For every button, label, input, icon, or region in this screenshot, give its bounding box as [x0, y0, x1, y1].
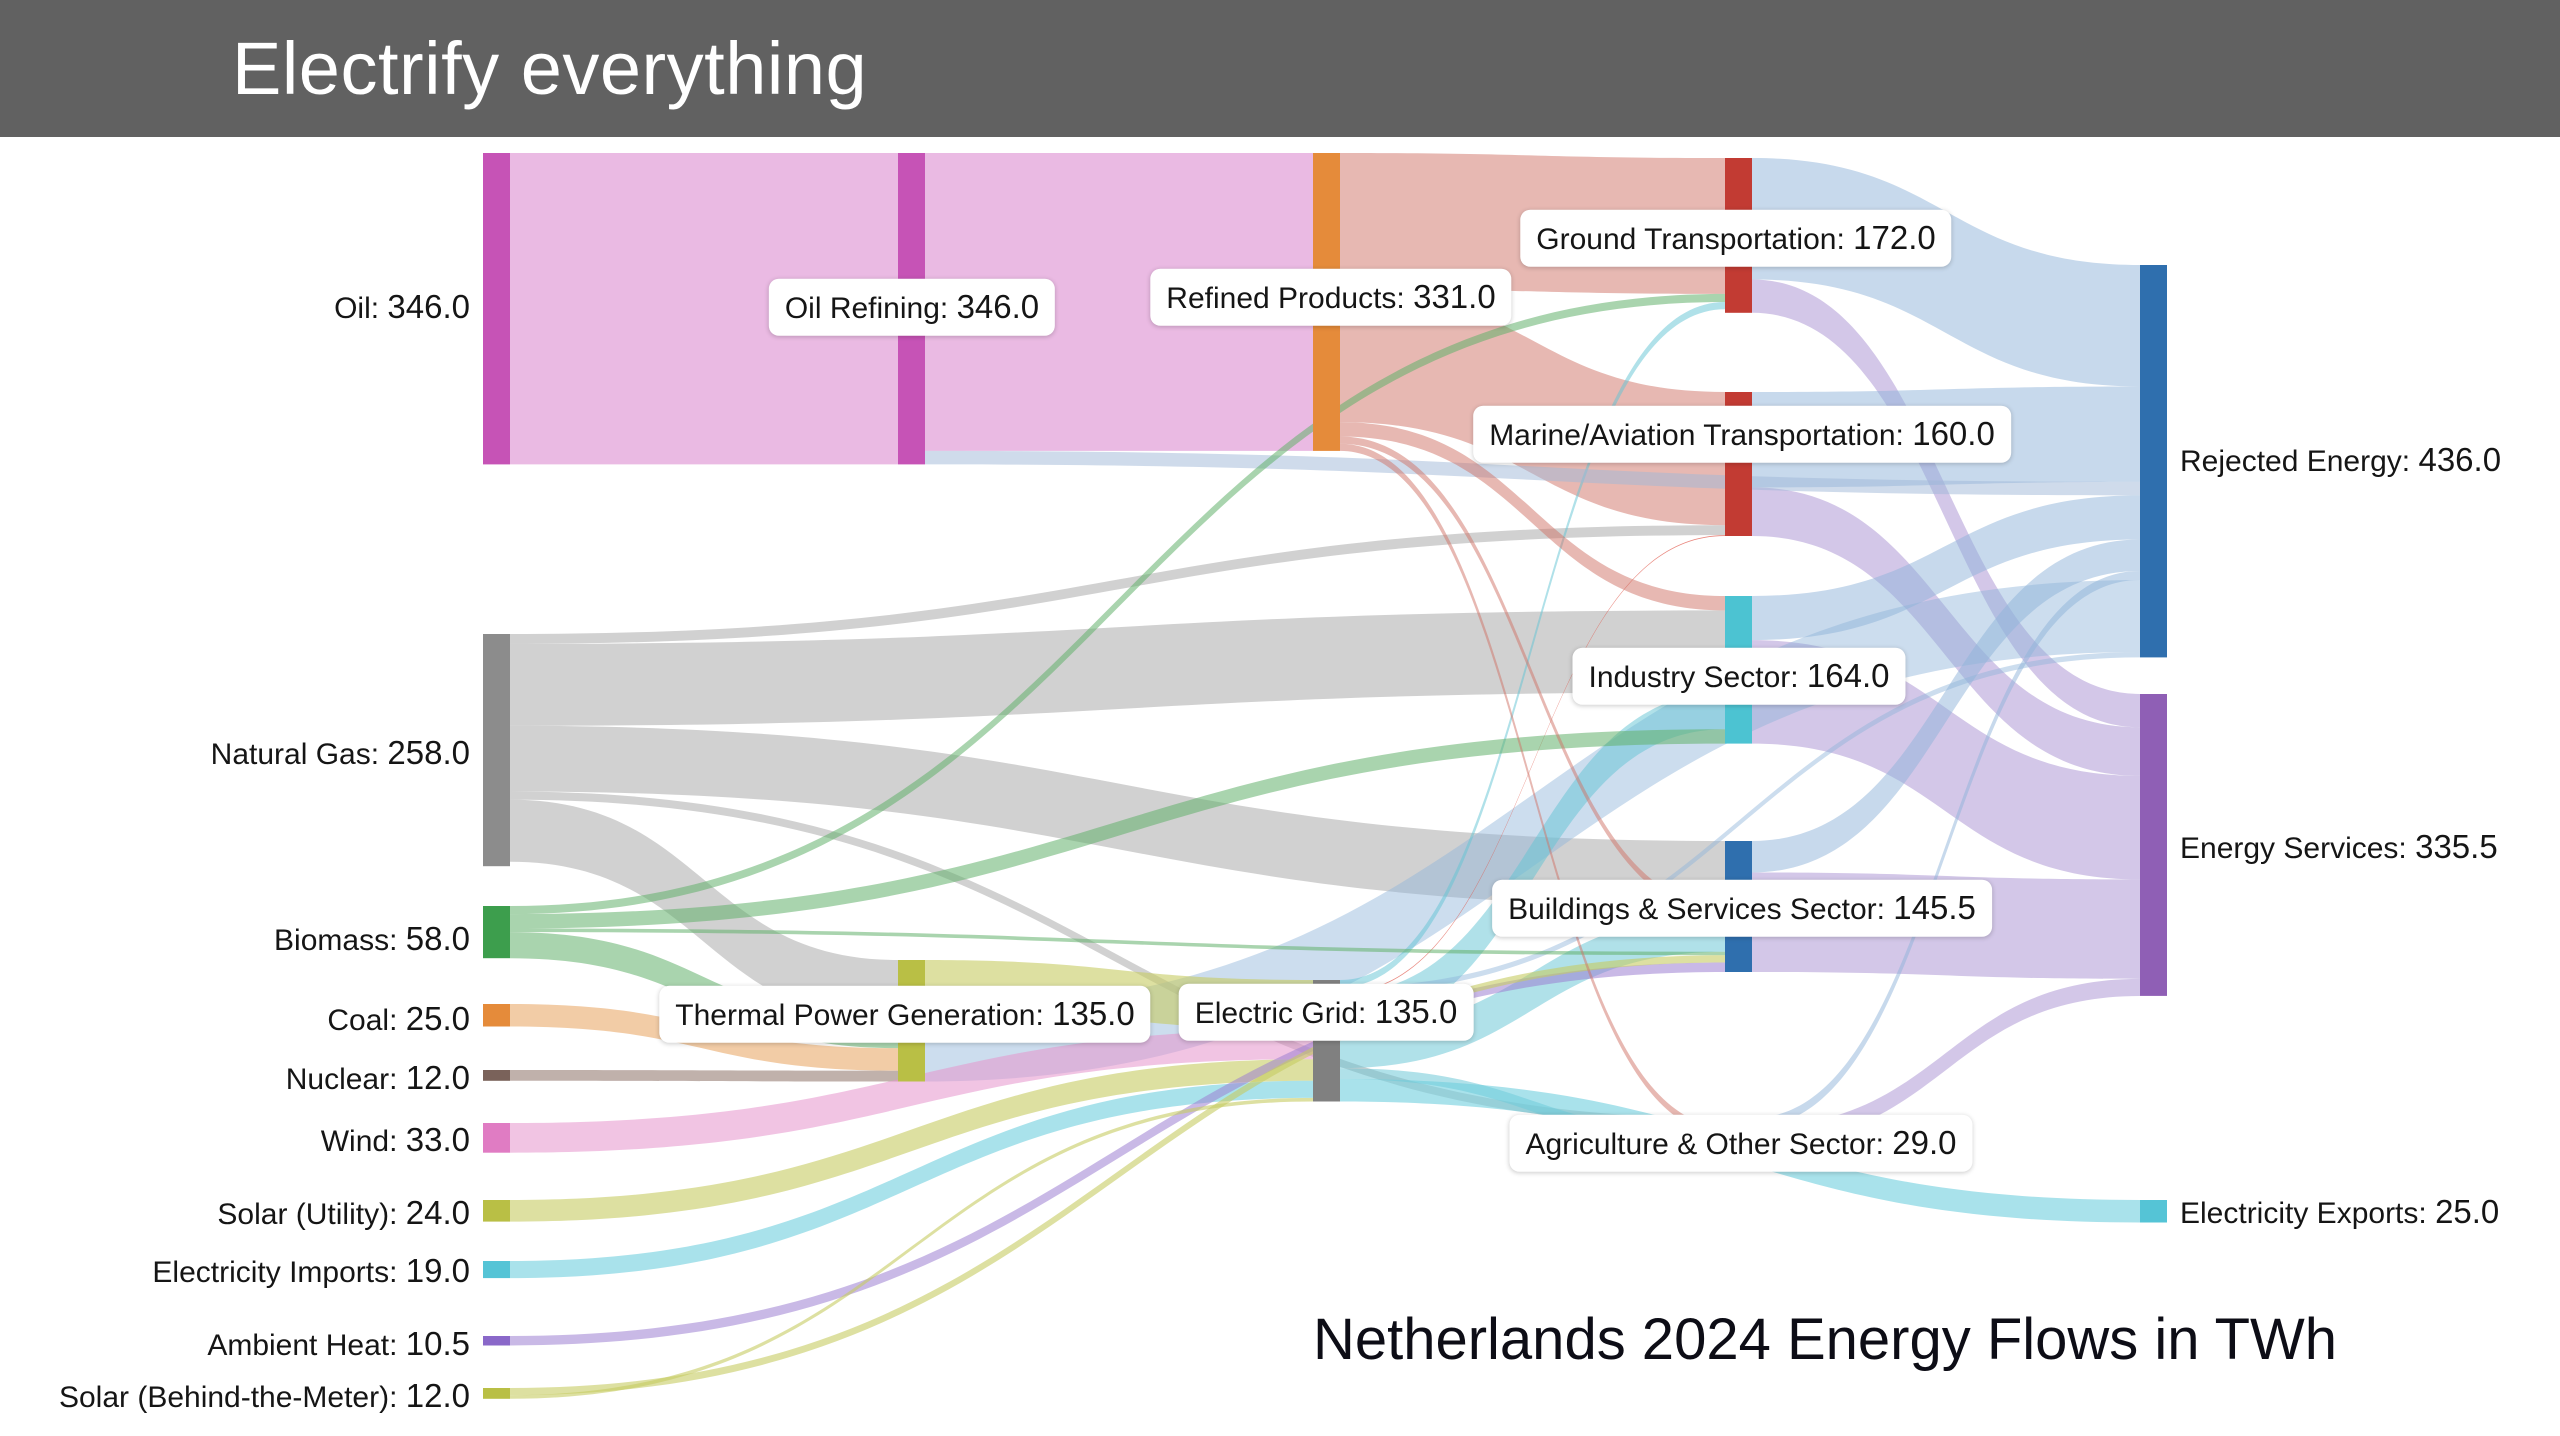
node-wind — [483, 1123, 510, 1153]
flow-electric-grid-to-industry — [1340, 692, 1725, 1031]
flow-electric-grid-to-exports — [1340, 1079, 2140, 1223]
node-electric-grid — [1313, 980, 1340, 1102]
flow-natural-gas-to-agriculture — [510, 791, 1725, 1127]
flow-solar-btm-to-electric-grid — [510, 1097, 1313, 1399]
node-marine-aviation — [1725, 392, 1752, 536]
flow-marine-aviation-to-services — [1752, 487, 2140, 776]
flow-nuclear-to-thermal-power — [510, 1070, 898, 1082]
flow-electric-grid-to-rejected — [1340, 652, 2140, 993]
flow-biomass-to-buildings — [510, 928, 1725, 956]
node-oil-refining — [898, 153, 925, 465]
flow-industry-to-rejected — [1752, 495, 2140, 641]
flow-wind-to-electric-grid — [510, 1029, 1313, 1153]
flow-solar-btm-to-buildings — [510, 955, 1725, 1396]
node-ground-transport — [1725, 158, 1752, 313]
node-exports — [2140, 1200, 2167, 1223]
flow-buildings-to-services — [1752, 872, 2140, 979]
flow-refined-products-to-buildings — [1340, 436, 1725, 914]
flow-oil-to-oil-refining — [510, 153, 898, 465]
flow-natural-gas-to-marine-aviation — [510, 525, 1725, 644]
flow-buildings-to-rejected — [1752, 539, 2140, 873]
flow-agriculture-to-rejected — [1752, 571, 2140, 1127]
node-ambient-heat — [483, 1336, 510, 1346]
flow-refined-products-to-industry — [1340, 422, 1725, 611]
flow-ground-transport-to-rejected — [1752, 158, 2140, 387]
node-oil — [483, 153, 510, 465]
node-electricity-imports — [483, 1261, 510, 1279]
flow-refined-products-to-ground-transport — [1340, 153, 1725, 294]
flow-ground-transport-to-services — [1752, 279, 2140, 728]
flow-biomass-to-industry — [510, 729, 1725, 929]
slide-title: Electrify everything — [232, 27, 868, 110]
flow-electric-grid-to-marine-aviation — [1340, 535, 1725, 994]
flow-natural-gas-to-industry — [510, 610, 1725, 726]
flow-natural-gas-to-buildings — [510, 725, 1725, 907]
node-solar-btm — [483, 1388, 510, 1399]
node-natural-gas — [483, 634, 510, 867]
flow-biomass-to-ground-transport — [510, 293, 1725, 915]
flow-electricity-imports-to-electric-grid — [510, 1080, 1313, 1279]
node-rejected — [2140, 265, 2167, 658]
flow-solar-utility-to-electric-grid — [510, 1059, 1313, 1222]
flow-marine-aviation-to-rejected — [1752, 386, 2140, 488]
slide-header: Electrify everything — [0, 0, 2560, 137]
flow-agriculture-to-services — [1752, 978, 2140, 1145]
node-nuclear — [483, 1070, 510, 1081]
node-thermal-power — [898, 960, 925, 1082]
flow-oil-refining-to-rejected — [925, 450, 2140, 496]
node-buildings — [1725, 841, 1752, 972]
node-industry — [1725, 596, 1752, 744]
node-biomass — [483, 906, 510, 959]
flow-thermal-power-to-rejected — [925, 580, 2140, 1082]
node-refined-products — [1313, 153, 1340, 451]
chart-caption: Netherlands 2024 Energy Flows in TWh — [1312, 1307, 2338, 1372]
node-agriculture — [1725, 1118, 1752, 1145]
node-services — [2140, 694, 2167, 996]
node-solar-utility — [483, 1200, 510, 1222]
flow-refined-products-to-agriculture — [1340, 443, 1725, 1134]
flow-ambient-heat-to-buildings — [510, 962, 1725, 1346]
node-coal — [483, 1004, 510, 1027]
flow-oil-refining-to-refined-products — [925, 153, 1313, 451]
flow-electric-grid-to-ground-transport — [1340, 302, 1725, 988]
